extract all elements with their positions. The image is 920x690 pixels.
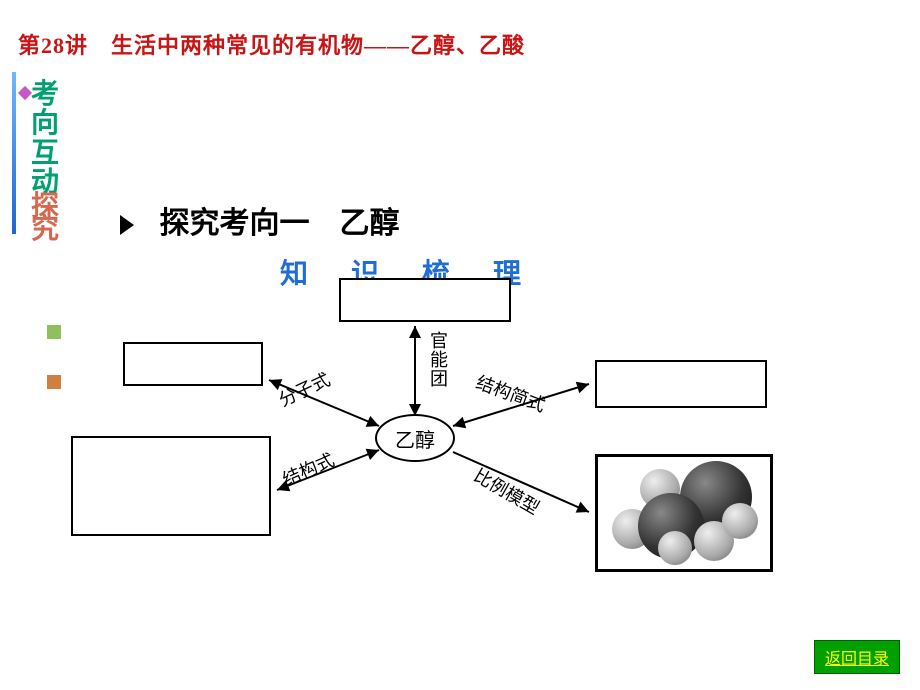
sidebar-char: 考 [28, 80, 62, 109]
edge-label: 官能团 [429, 332, 449, 389]
topic-label: 探究考向一 乙醇 [160, 207, 400, 240]
sidebar-char: 向 [28, 109, 62, 138]
sidebar-separator [12, 72, 16, 234]
topic-heading: 探究考向一 乙醇 [120, 198, 400, 242]
return-link[interactable]: 返回目录 [825, 651, 889, 668]
triangle-icon [120, 215, 134, 235]
diagram-edges [55, 268, 875, 628]
return-button[interactable]: 返回目录 [814, 640, 900, 674]
sidebar-char: 互 [28, 139, 62, 168]
page-title: 第28讲 生活中两种常见的有机物——乙醇、乙酸 [18, 28, 525, 60]
concept-diagram: 乙醇 官能团分子式结构式结构简式比例模型 [55, 268, 875, 628]
sidebar-char: 究 [28, 215, 62, 244]
title-text: 第28讲 生活中两种常见的有机物——乙醇、乙酸 [18, 33, 525, 58]
sidebar-vertical-label: 考 向 互 动 探 究 [28, 80, 62, 244]
